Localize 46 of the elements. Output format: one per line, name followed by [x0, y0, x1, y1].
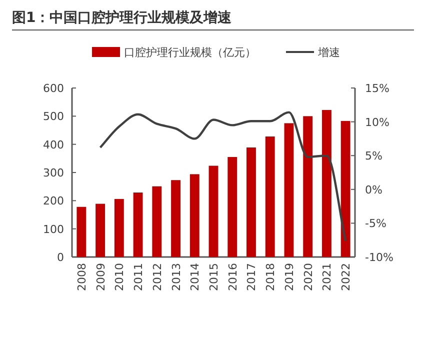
- bar: [284, 123, 294, 257]
- y-tick-label: 500: [43, 110, 64, 124]
- bar: [76, 206, 86, 257]
- bar: [96, 204, 106, 257]
- y2-tick-label: 10%: [365, 116, 390, 129]
- legend-label: 口腔护理行业规模（亿元）: [124, 46, 256, 59]
- y2-tick-label: 15%: [365, 82, 390, 95]
- legend-label: 增速: [317, 46, 340, 59]
- bar: [340, 120, 350, 257]
- bar: [246, 147, 256, 257]
- x-tick-label: 2016: [226, 263, 240, 291]
- bar: [190, 174, 200, 257]
- y-tick-label: 100: [43, 222, 64, 236]
- y-tick-label: 300: [43, 166, 64, 180]
- y-tick-label: 600: [43, 82, 64, 95]
- bar: [303, 116, 313, 257]
- x-tick-label: 2015: [208, 263, 220, 291]
- x-tick-label: 2022: [340, 263, 353, 291]
- x-tick-label: 2017: [245, 263, 258, 291]
- y2-tick-label: 0%: [365, 183, 382, 196]
- bar: [171, 180, 180, 257]
- x-tick-label: 2019: [282, 263, 296, 291]
- x-tick-label: 2008: [75, 263, 88, 291]
- bar: [133, 192, 143, 257]
- bar: [208, 166, 218, 257]
- x-tick-label: 2018: [264, 263, 278, 291]
- x-tick-label: 2020: [302, 263, 315, 291]
- x-tick-label: 2014: [188, 263, 202, 291]
- bar: [228, 157, 238, 257]
- y2-tick-label: -5%: [365, 217, 386, 230]
- x-tick-label: 2021: [320, 263, 334, 291]
- y-tick-label: 0: [57, 251, 64, 264]
- bar: [114, 198, 124, 257]
- x-tick-label: 2009: [94, 263, 108, 291]
- y-tick-label: 400: [43, 138, 64, 152]
- y2-tick-label: 5%: [365, 150, 382, 163]
- y2-tick-label: -10%: [365, 251, 394, 264]
- x-tick-label: 2012: [150, 263, 164, 291]
- x-tick-label: 2010: [113, 263, 126, 291]
- x-tick-label: 2013: [170, 263, 183, 291]
- bar: [152, 186, 162, 257]
- bar: [322, 110, 332, 257]
- x-tick-label: 2011: [132, 263, 146, 291]
- bar: [265, 136, 275, 257]
- y-tick-label: 200: [43, 194, 64, 208]
- chart-title: 图1：中国口腔护理行业规模及增速: [12, 9, 233, 26]
